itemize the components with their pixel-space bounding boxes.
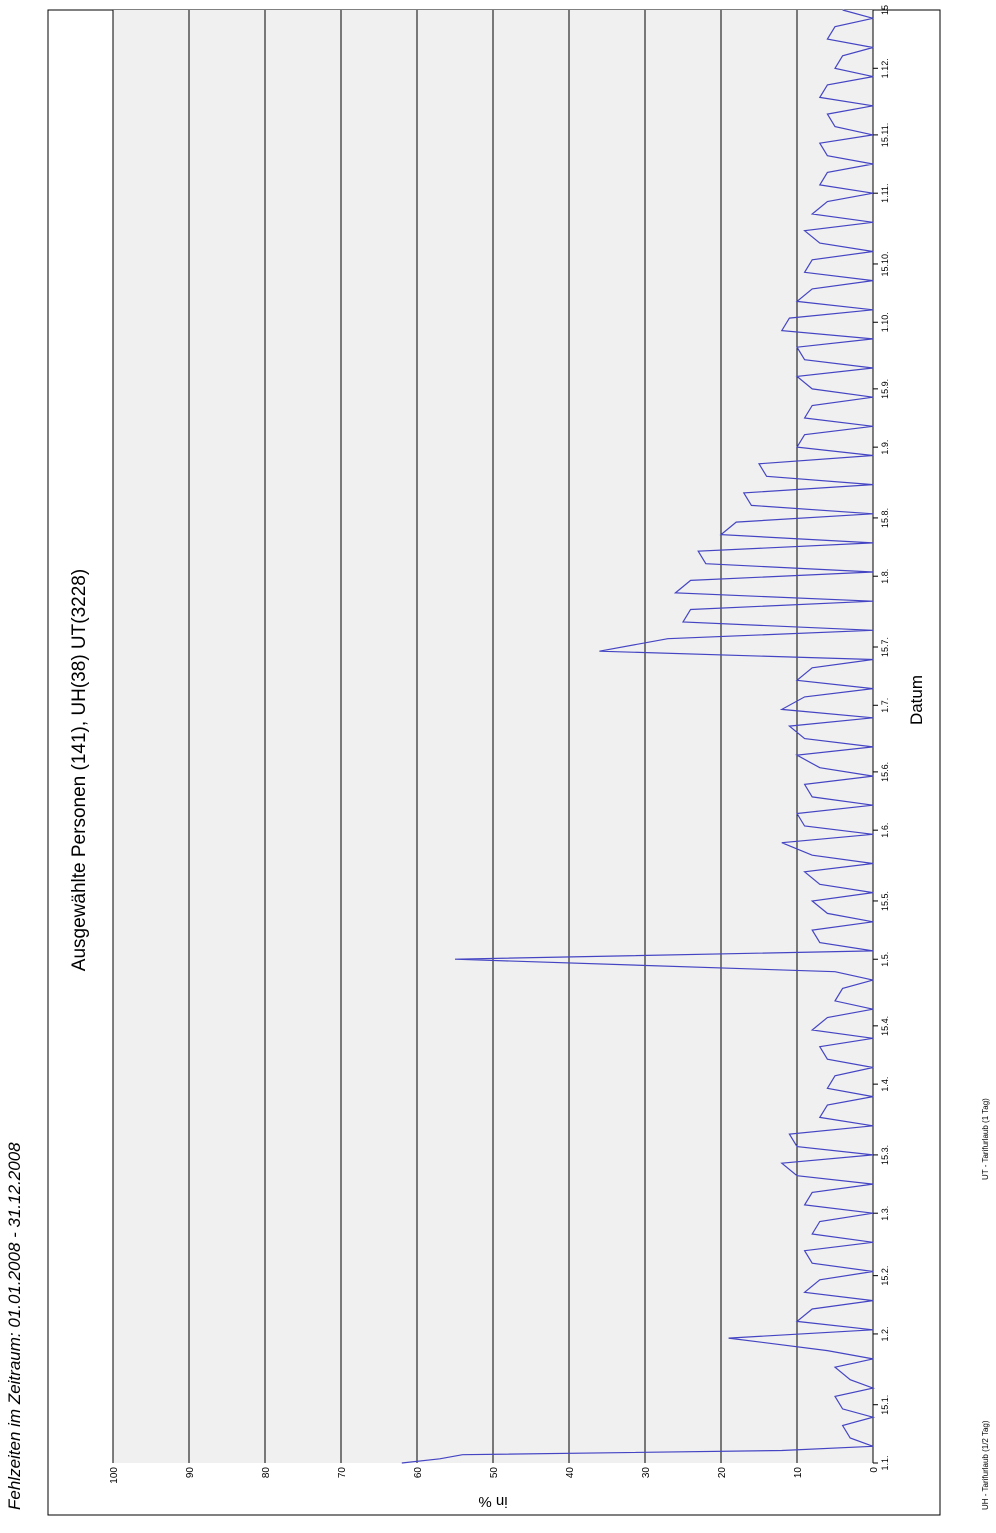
x-tick-label: 15.4.: [880, 1016, 890, 1036]
x-tick-label: 1.8.: [880, 569, 890, 584]
y-tick-label: 60: [413, 1467, 424, 1479]
y-tick-label: 90: [185, 1467, 196, 1479]
x-tick-label: 1.7.: [880, 698, 890, 713]
y-tick-label: 100: [109, 1467, 120, 1484]
y-tick-label: 50: [489, 1467, 500, 1479]
y-tick-label: 70: [337, 1467, 348, 1479]
x-tick-label: 15.2.: [880, 1266, 890, 1286]
x-tick-label: 1.10.: [880, 312, 890, 332]
x-tick-label: 1.12.: [880, 58, 890, 78]
chart-title: Ausgewählte Personen (141), UH(38) UT(32…: [69, 569, 90, 971]
x-tick-label: 1.2.: [880, 1326, 890, 1341]
x-tick-label: 15: [880, 5, 890, 15]
x-tick-label: 1.5.: [880, 952, 890, 967]
footnote: UH - Tarifurlaub (1/2 Tag): [981, 1420, 990, 1510]
x-tick-label: 15.9.: [880, 379, 890, 399]
series-line: [401, 9, 876, 1464]
x-tick-label: 1.4.: [880, 1077, 890, 1092]
y-axis-label: in %: [478, 1493, 507, 1510]
y-tick-label: 10: [793, 1467, 804, 1479]
x-tick-label: 1.11.: [880, 184, 890, 203]
x-tick-label: 15.10.: [880, 251, 890, 276]
x-tick-label: 1.9.: [880, 440, 890, 455]
x-tick-label: 15.3.: [880, 1145, 890, 1165]
x-tick-label: 15.8.: [880, 508, 890, 528]
y-tick-label: 30: [641, 1467, 652, 1479]
y-tick-label: 0: [869, 1467, 880, 1473]
x-tick-label: 15.1.: [880, 1395, 890, 1415]
x-tick-label: 1.1.: [880, 1455, 890, 1470]
x-tick-label: 15.5.: [880, 891, 890, 911]
x-tick-label: 1.3.: [880, 1206, 890, 1221]
x-axis-label: Datum: [907, 675, 926, 725]
x-tick-label: 1.6.: [880, 823, 890, 838]
x-tick-label: 15.6.: [880, 762, 890, 782]
x-tick-label: 15.11.: [880, 123, 890, 147]
y-tick-label: 40: [565, 1467, 576, 1479]
footnote: UT - Tarifurlaub (1 Tag): [981, 1098, 990, 1180]
rotated-sheet: Fehlzeiten im Zeitraum: 01.01.2008 - 31.…: [5, 5, 990, 1516]
x-tick-label: 15.7.: [880, 637, 890, 657]
y-tick-label: 20: [717, 1467, 728, 1479]
y-tick-label: 80: [261, 1467, 272, 1479]
page-title: Fehlzeiten im Zeitraum: 01.01.2008 - 31.…: [5, 1142, 24, 1510]
